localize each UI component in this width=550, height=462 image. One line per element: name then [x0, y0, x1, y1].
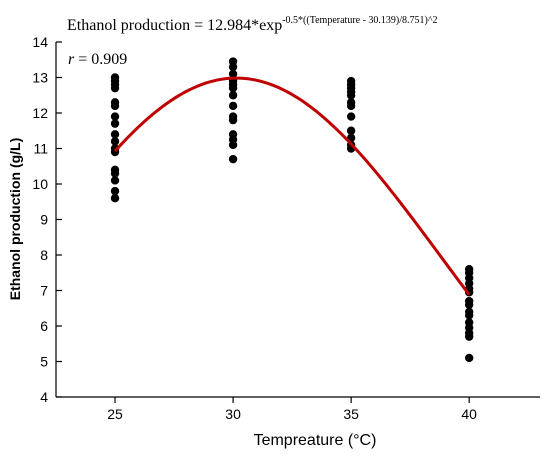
- data-point: [346, 101, 356, 111]
- fit-equation: Ethanol production = 12.984*exp-0.5*((Te…: [67, 15, 438, 34]
- correlation-label: r = 0.909: [68, 51, 127, 68]
- y-tick-label: 7: [40, 283, 48, 299]
- data-point: [346, 126, 356, 135]
- data-point: [228, 140, 238, 150]
- y-axis-ticks: 4 5 6 7 8 9 10 11 12 13 14: [32, 34, 62, 405]
- data-point: [110, 137, 120, 146]
- data-point: [110, 119, 120, 128]
- fit-equation-exponent: -0.5*((Temperature - 30.139)/8.751)^2: [282, 15, 437, 26]
- y-tick-label: 6: [40, 318, 48, 334]
- x-axis-ticks: 25 30 35 40: [107, 397, 477, 422]
- data-point: [464, 300, 474, 309]
- y-tick-label: 8: [40, 247, 48, 263]
- data-point: [110, 169, 120, 178]
- y-tick-label: 14: [32, 34, 48, 50]
- data-point: [346, 112, 356, 121]
- data-point: [346, 91, 356, 100]
- data-point: [228, 83, 238, 93]
- y-tick-label: 11: [33, 141, 48, 157]
- y-tick-label: 13: [32, 70, 48, 86]
- data-point: [110, 176, 120, 185]
- y-tick-label: 9: [40, 212, 48, 228]
- data-point: [110, 101, 120, 111]
- data-point: [110, 186, 120, 196]
- y-axis-label: Ethanol production (g/L): [7, 138, 23, 301]
- data-point: [464, 332, 474, 341]
- x-tick-label: 35: [343, 406, 359, 422]
- y-tick-label: 12: [32, 105, 48, 121]
- x-tick-label: 25: [107, 406, 123, 422]
- data-point: [464, 353, 474, 363]
- data-point: [228, 69, 238, 79]
- data-points: [110, 57, 474, 363]
- data-point: [228, 154, 238, 164]
- correlation-symbol: r: [68, 51, 75, 68]
- data-point: [110, 112, 120, 121]
- data-point: [228, 62, 238, 72]
- data-point: [110, 194, 120, 203]
- x-tick-label: 30: [225, 406, 241, 422]
- data-point: [228, 101, 238, 111]
- x-tick-label: 40: [461, 406, 477, 422]
- fit-curve: [113, 76, 471, 296]
- data-point: [110, 130, 120, 139]
- data-point: [228, 115, 238, 125]
- correlation-value: = 0.909: [74, 51, 127, 68]
- data-point: [464, 311, 474, 320]
- y-tick-label: 10: [32, 176, 48, 192]
- data-point: [110, 83, 120, 93]
- y-tick-label: 5: [40, 354, 48, 370]
- fit-equation-base: Ethanol production = 12.984*exp: [67, 17, 282, 34]
- y-tick-label: 4: [40, 389, 48, 405]
- data-point: [228, 91, 238, 100]
- x-axis-label: Tempreature (°C): [254, 432, 377, 449]
